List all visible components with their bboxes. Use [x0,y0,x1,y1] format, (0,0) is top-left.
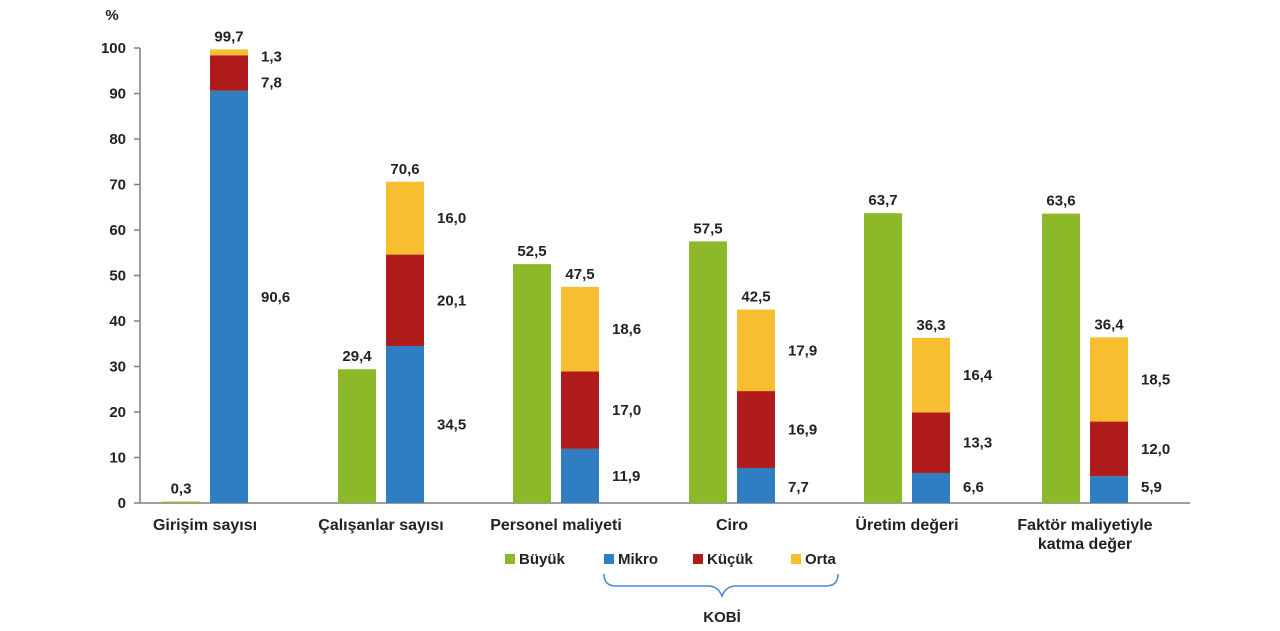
bar-kucük [386,254,424,347]
bar-orta [386,181,424,255]
data-label-mikro: 7,7 [788,479,809,496]
data-label-kucük: 20,1 [437,292,466,309]
bar-buyuk [338,369,376,503]
y-axis: 0 10 20 30 40 50 60 70 80 90 100 [101,40,1190,512]
bar-kucük [912,412,950,473]
data-label-mikro: 11,9 [612,468,640,485]
y-tick-label: 30 [109,359,126,376]
data-label-kucük: 7,8 [261,74,282,91]
data-label-orta: 17,9 [788,342,817,359]
y-tick-label: 20 [109,404,126,421]
data-label-mikro: 6,6 [963,479,984,496]
legend: Büyük Mikro Küçük Orta KOBİ [505,551,839,626]
bar-mikro [210,90,248,504]
data-label-kucük: 17,0 [612,402,641,419]
data-label-orta: 16,4 [963,367,993,384]
legend-swatch [693,554,703,564]
bar-buyuk [864,213,902,504]
data-label-buyuk: 63,6 [1046,193,1075,210]
bar-orta [912,337,950,413]
category-label: Üretim değeri [855,515,958,534]
data-label-kobi-total: 42,5 [741,289,770,306]
bar-orta [737,309,775,392]
data-labels: 0,3 90,6 7,8 1,3 99,7 29,4 34,5 20,1 16,0 70,6 52,… [171,28,1171,497]
y-tick-label: 50 [109,268,126,285]
bar-buyuk [513,264,551,503]
data-label-buyuk: 63,7 [868,192,897,209]
bar-orta [561,286,599,372]
legend-label: Mikro [618,551,658,568]
category-labels: Girişim sayısı Çalışanlar sayısı Personel … [153,515,1153,553]
data-label-kobi-total: 99,7 [214,28,243,45]
y-axis-unit: % [105,7,118,24]
legend-label: Küçük [707,551,754,568]
category-label: Faktör maliyetiyle [1017,517,1152,534]
bar-mikro [912,472,950,503]
y-tick-label: 40 [109,313,126,330]
bar-mikro [386,346,424,503]
kobi-group-label: KOBİ [703,609,741,626]
legend-label: Büyük [519,551,566,568]
legend-label: Orta [805,551,837,568]
y-tick-label: 0 [118,495,126,512]
data-label-buyuk: 52,5 [517,243,546,260]
y-tick-label: 90 [109,86,126,103]
bars [162,49,1128,504]
bar-mikro [1090,476,1128,503]
category-label: katma değer [1038,536,1132,553]
bar-buyuk [689,241,727,503]
bar-orta [210,49,248,56]
bar-orta [1090,337,1128,422]
category-label: Çalışanlar sayısı [318,517,443,534]
bar-kucük [737,391,775,468]
legend-swatch [505,554,515,564]
legend-swatch [791,554,801,564]
bar-kucük [210,55,248,91]
y-tick-label: 70 [109,177,126,194]
data-label-kucük: 16,9 [788,422,817,439]
data-label-mikro: 5,9 [1141,479,1162,496]
category-label: Girişim sayısı [153,517,257,534]
data-label-kobi-total: 36,3 [916,317,945,334]
category-label: Ciro [716,517,748,534]
bar-kucük [1090,421,1128,477]
kobi-brace [603,573,839,599]
data-label-orta: 1,3 [261,48,282,65]
bar-kucük [561,371,599,449]
y-tick-label: 60 [109,222,126,239]
data-label-buyuk: 57,5 [693,220,722,237]
data-label-orta: 16,0 [437,210,466,227]
data-label-kobi-total: 47,5 [565,266,594,283]
data-label-kobi-total: 36,4 [1094,316,1124,333]
data-label-orta: 18,5 [1141,371,1170,388]
legend-swatch [604,554,614,564]
data-label-buyuk: 29,4 [342,348,372,365]
data-label-kucük: 12,0 [1141,441,1170,458]
data-label-kobi-total: 70,6 [390,161,419,178]
data-label-mikro: 34,5 [437,417,466,434]
data-label-mikro: 90,6 [261,289,290,306]
category-label: Personel maliyeti [490,517,622,534]
y-tick-label: 100 [101,40,126,57]
bar-mikro [737,467,775,503]
data-label-buyuk: 0,3 [171,481,192,498]
bar-mikro [561,448,599,503]
data-label-kucük: 13,3 [963,435,992,452]
bar-buyuk [162,501,200,503]
y-tick-label: 10 [109,450,126,467]
y-tick-label: 80 [109,131,126,148]
data-label-orta: 18,6 [612,321,641,338]
bar-buyuk [1042,213,1080,503]
